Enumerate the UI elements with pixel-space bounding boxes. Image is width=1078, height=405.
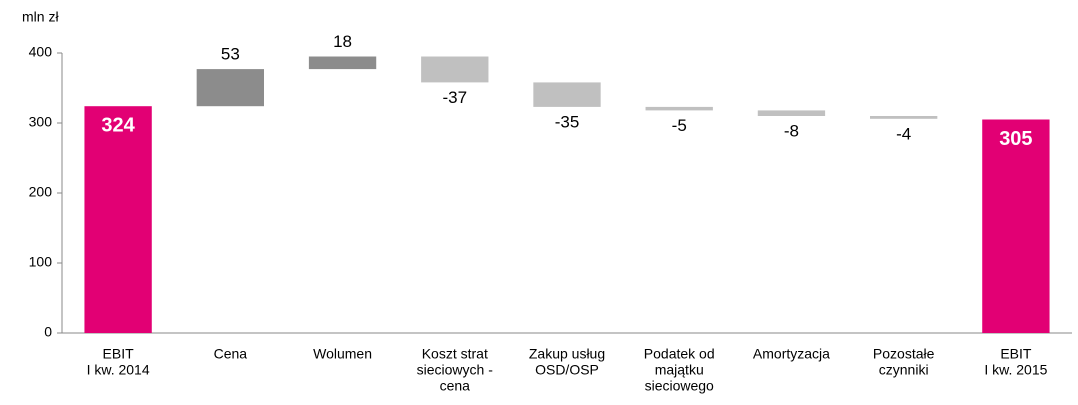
increase-bar: [196, 69, 264, 107]
y-tick-label: 100: [29, 254, 53, 270]
decrease-bar: [757, 110, 826, 116]
x-tick-label: Wolumen: [313, 346, 372, 362]
value-label: -37: [442, 88, 467, 107]
x-tick-label: I kw. 2014: [87, 362, 150, 378]
value-label: -35: [555, 112, 580, 131]
value-label: 305: [999, 128, 1032, 150]
decrease-bar: [533, 82, 601, 107]
total-bar: [982, 119, 1050, 333]
increase-bar: [308, 56, 377, 70]
value-label: -4: [896, 124, 911, 143]
value-label: 18: [333, 32, 352, 51]
x-tick-label: EBIT: [103, 346, 135, 362]
value-label: -8: [784, 121, 799, 140]
x-tick-label: Koszt strat: [422, 346, 488, 362]
y-tick-label: 300: [29, 114, 53, 130]
y-tick-label: 0: [44, 324, 52, 340]
value-label: -5: [672, 116, 687, 135]
value-label: 53: [221, 45, 240, 64]
decrease-bar: [421, 56, 489, 83]
y-axis-label: mln zł: [22, 9, 59, 25]
x-tick-label: czynniki: [879, 362, 929, 378]
x-tick-label: majątku: [655, 362, 704, 378]
decrease-bar: [870, 116, 938, 119]
x-tick-label: Cena: [214, 346, 248, 362]
x-tick-label: Pozostałe: [873, 346, 935, 362]
x-tick-label: cena: [440, 378, 471, 394]
y-tick-label: 400: [29, 44, 53, 60]
x-tick-label: Amortyzacja: [753, 346, 830, 362]
x-tick-label: EBIT: [1000, 346, 1032, 362]
total-bar: [84, 106, 152, 333]
value-label: 324: [101, 114, 135, 136]
x-tick-label: sieciowych -: [417, 362, 494, 378]
x-tick-label: sieciowego: [645, 378, 714, 394]
x-tick-label: Zakup usług: [529, 346, 605, 362]
x-tick-label: I kw. 2015: [984, 362, 1047, 378]
x-tick-label: OSD/OSP: [535, 362, 599, 378]
y-tick-label: 200: [29, 184, 53, 200]
x-tick-label: Podatek od: [644, 346, 715, 362]
decrease-bar: [645, 106, 713, 111]
